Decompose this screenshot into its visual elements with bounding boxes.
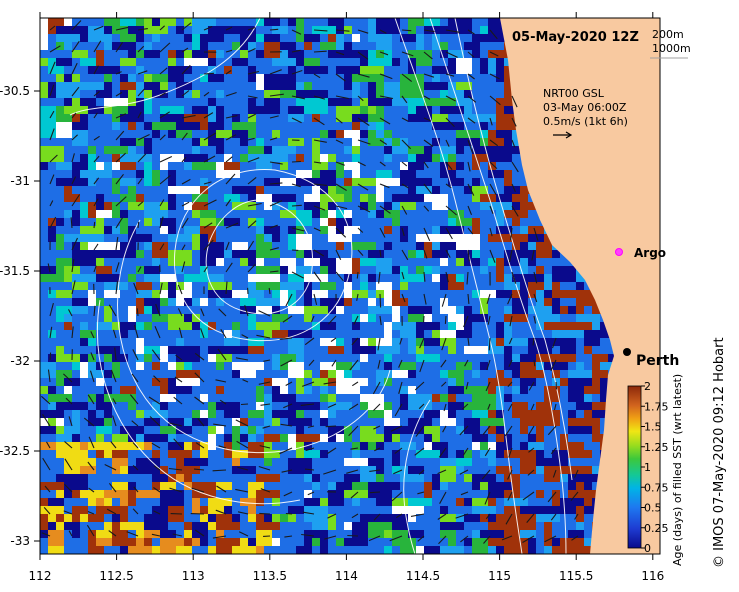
colorbar xyxy=(627,385,642,549)
colorbar-tick-label: 1.75 xyxy=(644,400,669,413)
y-tick-label: -31 xyxy=(10,174,30,188)
depth-legend-1000m: 1000m xyxy=(652,42,691,55)
perth-label: Perth xyxy=(636,353,679,369)
current-scale-arrow xyxy=(553,131,573,139)
colorbar-tick-label: 0.25 xyxy=(644,522,669,535)
colorbar-tick-label: 0 xyxy=(644,542,651,555)
argo-label: Argo xyxy=(634,246,666,260)
x-tick-label: 115.5 xyxy=(559,569,593,583)
argo-marker xyxy=(615,248,623,256)
current-source-label: NRT00 GSL xyxy=(543,87,605,100)
colorbar-tick-label: 1.25 xyxy=(644,441,669,454)
y-tick-label: -32.5 xyxy=(0,444,30,458)
depth-legend-200m: 200m xyxy=(652,28,684,41)
current-scale-label: 0.5m/s (1kt 6h) xyxy=(543,115,628,128)
colorbar-ticks: 0 0.25 0.5 0.75 1 1.25 1.5 1.75 2 xyxy=(641,380,669,555)
colorbar-tick-label: 0.5 xyxy=(644,502,662,515)
x-tick-label: 115 xyxy=(488,569,511,583)
y-tick-label: -32 xyxy=(10,354,30,368)
x-tick-label: 114.5 xyxy=(406,569,440,583)
land-mass xyxy=(500,18,660,554)
credit-line: © IMOS 07-May-2020 09:12 Hobart xyxy=(712,337,727,568)
map-title: 05-May-2020 12Z xyxy=(512,30,639,45)
x-tick-label: 112.5 xyxy=(99,569,133,583)
colorbar-tick-label: 1.5 xyxy=(644,421,662,434)
x-tick-label: 113.5 xyxy=(253,569,287,583)
x-tick-label: 112 xyxy=(29,569,52,583)
plot-frame xyxy=(39,17,661,555)
y-axis: -30.5 -31 -31.5 -32 -32.5 -33 xyxy=(0,84,40,548)
current-vectors xyxy=(41,20,579,545)
x-tick-label: 113 xyxy=(182,569,205,583)
perth-marker xyxy=(623,348,631,356)
colorbar-tick-label: 2 xyxy=(644,380,651,393)
x-tick-label: 114 xyxy=(335,569,358,583)
y-tick-label: -30.5 xyxy=(0,84,30,98)
x-tick-label: 116 xyxy=(641,569,664,583)
x-axis: 112 112.5 113 113.5 114 114.5 115 115.5 116 xyxy=(29,12,664,583)
current-time-label: 03-May 06:00Z xyxy=(543,101,627,114)
colorbar-tick-label: 0.75 xyxy=(644,481,669,494)
colorbar-title: Age (days) of filled SST (wrt latest) xyxy=(671,374,684,566)
colorbar-tick-label: 1 xyxy=(644,461,651,474)
y-tick-label: -33 xyxy=(10,534,30,548)
depth-contours xyxy=(69,18,573,554)
y-tick-label: -31.5 xyxy=(0,264,30,278)
